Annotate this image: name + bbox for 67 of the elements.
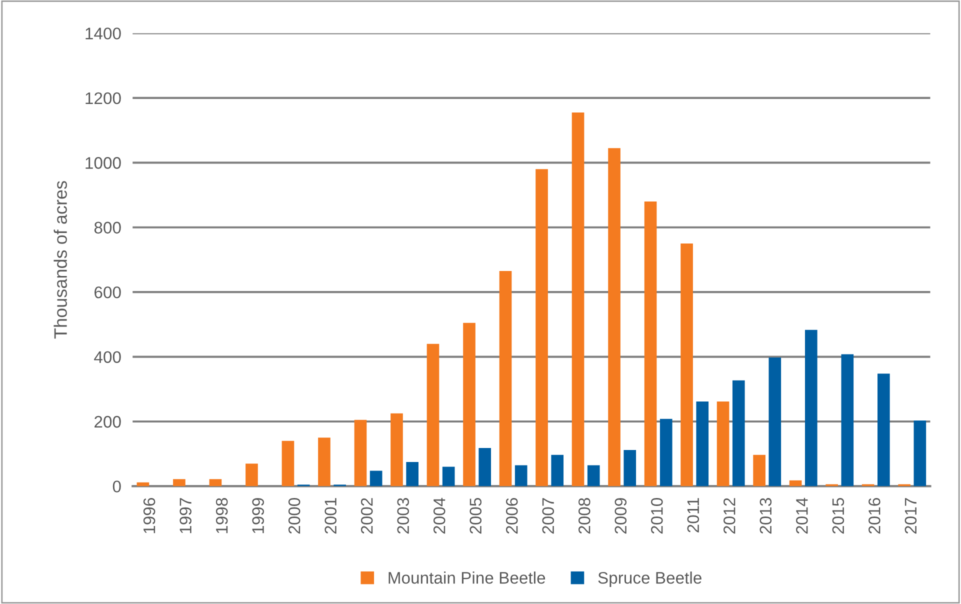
bar [551, 454, 564, 486]
bar [442, 466, 455, 486]
bar [768, 357, 782, 486]
bar [680, 244, 693, 486]
y-tick-label: 800 [94, 222, 121, 234]
bar [354, 420, 367, 486]
bar [660, 418, 672, 486]
bar [282, 440, 294, 486]
y-tick-label: 200 [94, 416, 121, 428]
bar [209, 479, 222, 486]
bar [644, 201, 657, 486]
x-tick-label: 2007 [542, 498, 554, 534]
x-tick-label: 2017 [904, 498, 917, 534]
x-tick-label: 2013 [760, 498, 772, 534]
bar [732, 380, 745, 486]
x-tick-label: 2012 [724, 498, 736, 534]
x-tick-label: 2009 [614, 498, 627, 534]
legend-label: Spruce Beetle [598, 572, 702, 588]
x-tick-label: 2011 [687, 498, 700, 532]
x-tick-label: 1998 [216, 498, 228, 534]
bar [608, 148, 620, 486]
x-tick-label: 2008 [578, 498, 590, 534]
bar [536, 169, 548, 486]
bar [804, 330, 818, 486]
x-tick-label: 2003 [397, 498, 410, 534]
bar [406, 462, 418, 486]
x-tick-label: 2010 [651, 498, 663, 534]
legend-label: Mountain Pine Beetle [388, 572, 546, 584]
x-tick-label: 2016 [868, 498, 880, 534]
bar [624, 450, 636, 486]
x-tick-label: 2001 [324, 498, 336, 534]
bar [841, 354, 854, 486]
y-tick-label: 400 [94, 351, 121, 363]
bar [390, 413, 403, 486]
y-tick-label: 1200 [86, 92, 121, 104]
y-tick-label: 600 [94, 286, 121, 298]
y-axis-title: Thousands of acres [54, 181, 67, 339]
x-tick-label: 2014 [796, 498, 808, 534]
bar [370, 470, 382, 486]
bar [478, 448, 492, 486]
bar [753, 454, 766, 486]
bar [463, 322, 476, 486]
bar [587, 465, 600, 486]
y-tick-label: 1400 [86, 28, 121, 40]
bar [716, 401, 730, 486]
x-tick-label: 1997 [180, 498, 192, 534]
x-tick-label: 1996 [143, 498, 156, 534]
x-tick-label: 2005 [470, 498, 482, 534]
bar [173, 479, 186, 486]
bar [789, 480, 802, 486]
bar [914, 420, 926, 486]
bar [426, 344, 440, 486]
bar [318, 438, 330, 486]
x-tick-label: 2006 [506, 498, 518, 534]
bar [499, 271, 512, 486]
x-tick-label: 1999 [252, 498, 264, 534]
bar [877, 374, 890, 486]
x-tick-label: 2000 [288, 498, 300, 534]
x-tick-label: 2004 [433, 498, 446, 534]
bar [696, 401, 709, 486]
x-tick-label: 2015 [832, 498, 844, 534]
y-tick-label: 0 [112, 480, 121, 492]
bar [514, 465, 528, 486]
bar [246, 464, 258, 486]
y-tick-label: 1000 [86, 157, 121, 169]
bar [572, 112, 584, 486]
x-tick-label: 2002 [360, 498, 373, 534]
